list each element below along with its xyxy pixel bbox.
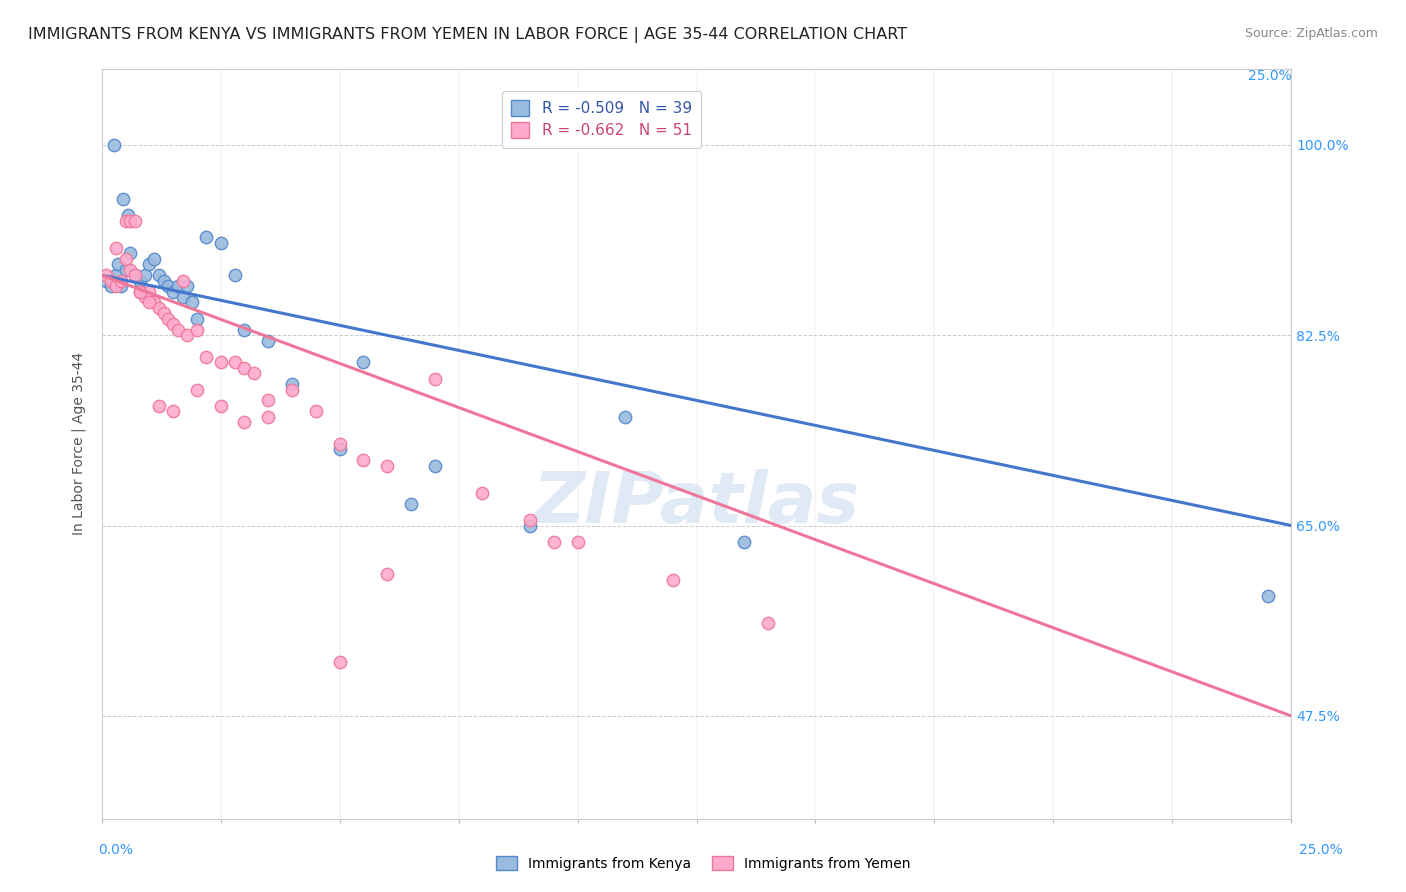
Point xyxy=(195,350,218,364)
Point xyxy=(423,458,446,473)
Point xyxy=(162,317,184,331)
Point xyxy=(134,290,156,304)
Point xyxy=(176,279,198,293)
Text: IMMIGRANTS FROM KENYA VS IMMIGRANTS FROM YEMEN IN LABOR FORCE | AGE 35-44 CORREL: IMMIGRANTS FROM KENYA VS IMMIGRANTS FROM… xyxy=(28,27,907,43)
Point xyxy=(114,252,136,266)
Point xyxy=(257,409,280,424)
Point xyxy=(110,279,132,293)
Point xyxy=(543,534,565,549)
Point xyxy=(352,355,374,369)
Point xyxy=(120,262,142,277)
Point xyxy=(110,274,132,288)
Point xyxy=(157,279,180,293)
Point xyxy=(128,285,150,299)
Point xyxy=(117,208,139,222)
Point xyxy=(352,453,374,467)
Point xyxy=(661,573,683,587)
Point xyxy=(162,404,184,418)
Point xyxy=(209,399,232,413)
Point xyxy=(181,295,204,310)
Text: Source: ZipAtlas.com: Source: ZipAtlas.com xyxy=(1244,27,1378,40)
Point xyxy=(329,655,352,669)
Point xyxy=(148,399,170,413)
Text: ZIPatlas: ZIPatlas xyxy=(533,469,860,539)
Point xyxy=(186,311,208,326)
Point xyxy=(375,458,398,473)
Point xyxy=(166,279,188,293)
Text: 25.0%: 25.0% xyxy=(1299,843,1343,857)
Point xyxy=(176,328,198,343)
Point xyxy=(186,323,208,337)
Point xyxy=(329,442,352,457)
Point xyxy=(138,285,160,299)
Point xyxy=(172,274,194,288)
Point xyxy=(305,404,328,418)
Point xyxy=(104,241,127,255)
Point xyxy=(281,383,304,397)
Point xyxy=(134,268,156,283)
Legend: Immigrants from Kenya, Immigrants from Yemen: Immigrants from Kenya, Immigrants from Y… xyxy=(491,850,915,876)
Point xyxy=(567,534,589,549)
Point xyxy=(375,567,398,582)
Point xyxy=(128,274,150,288)
Point xyxy=(112,192,135,206)
Point xyxy=(152,274,174,288)
Point xyxy=(224,355,246,369)
Point xyxy=(257,393,280,408)
Point xyxy=(329,437,352,451)
Point xyxy=(103,137,125,152)
Point xyxy=(1257,589,1279,603)
Point xyxy=(148,268,170,283)
Point xyxy=(195,230,218,244)
Point xyxy=(233,323,256,337)
Point xyxy=(209,355,232,369)
Text: 25.0%: 25.0% xyxy=(1247,69,1291,83)
Point xyxy=(124,268,146,283)
Point xyxy=(756,616,779,631)
Point xyxy=(257,334,280,348)
Point xyxy=(471,486,494,500)
Point xyxy=(243,366,266,380)
Point xyxy=(143,252,166,266)
Point xyxy=(233,360,256,375)
Point xyxy=(143,295,166,310)
Point xyxy=(148,301,170,315)
Point xyxy=(152,306,174,320)
Point xyxy=(224,268,246,283)
Point xyxy=(233,415,256,429)
Point xyxy=(166,323,188,337)
Point xyxy=(138,290,160,304)
Point xyxy=(162,285,184,299)
Text: 0.0%: 0.0% xyxy=(98,843,134,857)
Point xyxy=(157,311,180,326)
Point xyxy=(519,518,541,533)
Point xyxy=(107,257,129,271)
Point xyxy=(96,274,118,288)
Point xyxy=(399,497,422,511)
Point xyxy=(120,214,142,228)
Point xyxy=(614,409,637,424)
Point xyxy=(128,285,150,299)
Point xyxy=(519,513,541,527)
Point xyxy=(124,214,146,228)
Point xyxy=(138,257,160,271)
Point xyxy=(104,268,127,283)
Point xyxy=(172,290,194,304)
Point xyxy=(120,246,142,260)
Y-axis label: In Labor Force | Age 35-44: In Labor Force | Age 35-44 xyxy=(72,352,86,535)
Point xyxy=(733,534,755,549)
Point xyxy=(138,295,160,310)
Point xyxy=(124,268,146,283)
Point xyxy=(209,235,232,250)
Point xyxy=(186,383,208,397)
Point xyxy=(423,371,446,385)
Legend: R = -0.509   N = 39, R = -0.662   N = 51: R = -0.509 N = 39, R = -0.662 N = 51 xyxy=(502,91,700,147)
Point xyxy=(114,214,136,228)
Point xyxy=(96,268,118,283)
Point xyxy=(281,377,304,392)
Point xyxy=(100,279,122,293)
Point xyxy=(100,274,122,288)
Point xyxy=(114,262,136,277)
Point xyxy=(104,279,127,293)
